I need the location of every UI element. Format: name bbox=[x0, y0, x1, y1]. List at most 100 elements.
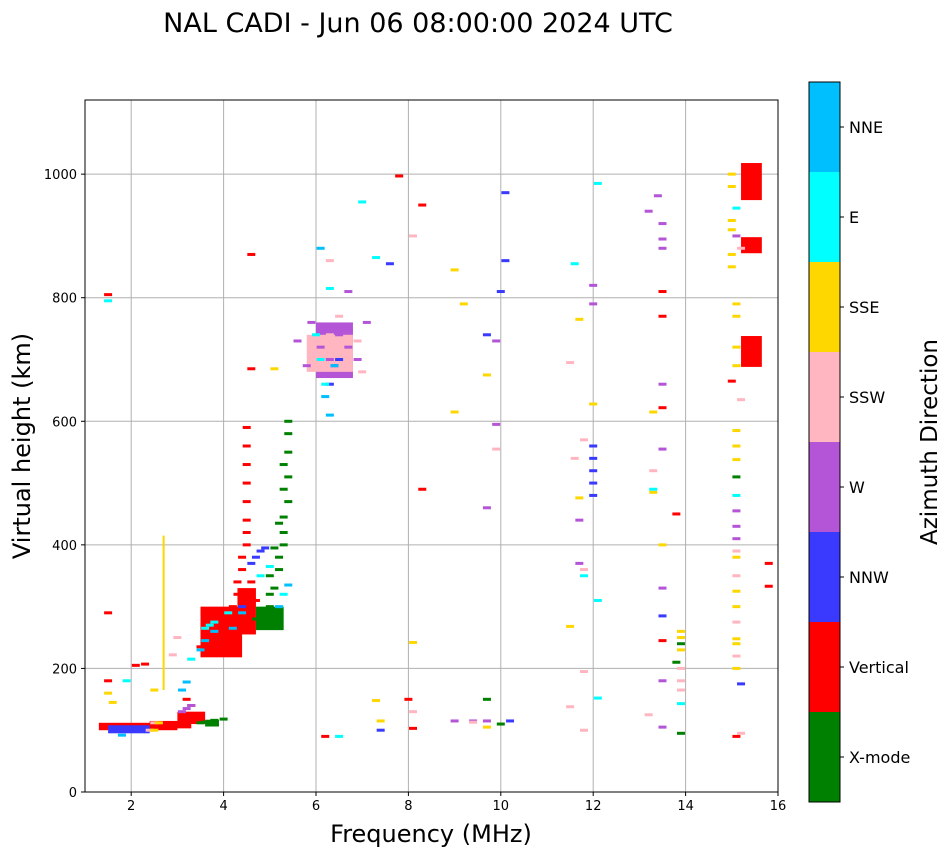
data-point-nnw bbox=[589, 493, 598, 497]
x-tick-label: 8 bbox=[404, 799, 412, 814]
data-point-w bbox=[658, 586, 667, 590]
data-point-ssw bbox=[316, 364, 325, 368]
data-point-ssw bbox=[409, 710, 418, 714]
data-point-w bbox=[482, 719, 491, 723]
data-point-vertical bbox=[141, 662, 150, 666]
data-point-sse bbox=[732, 444, 741, 448]
colorbar-label: NNW bbox=[849, 568, 889, 587]
data-point-e bbox=[649, 487, 658, 491]
data-point-vertical bbox=[727, 379, 736, 383]
data-point-ssw bbox=[649, 469, 658, 473]
data-point-w bbox=[302, 364, 311, 368]
data-point-sse bbox=[409, 640, 418, 644]
data-point-w bbox=[362, 320, 371, 324]
data-point-w bbox=[653, 194, 662, 198]
data-point-nnw bbox=[256, 549, 265, 553]
data-point-x-mode bbox=[284, 450, 293, 454]
data-point-x-mode bbox=[279, 463, 288, 467]
colorbar-label: W bbox=[849, 478, 865, 497]
data-point-sse bbox=[727, 185, 736, 188]
colorbar-swatch bbox=[809, 82, 840, 172]
data-point-w bbox=[325, 358, 334, 361]
colorbar-label: NNE bbox=[849, 118, 883, 137]
plot-frame bbox=[84, 99, 779, 793]
data-region-sse bbox=[162, 535, 165, 691]
y-tick-label: 0 bbox=[69, 786, 77, 801]
data-point-ssw bbox=[566, 361, 575, 365]
data-point-sse bbox=[459, 302, 468, 306]
data-point-e bbox=[279, 592, 288, 596]
data-point-x-mode bbox=[275, 568, 284, 572]
data-point-vertical bbox=[182, 697, 191, 701]
data-point-x-mode bbox=[261, 611, 270, 615]
data-point-nnw bbox=[247, 561, 256, 565]
data-point-nne bbox=[201, 639, 210, 643]
x-tick-label: 10 bbox=[493, 799, 510, 814]
data-point-nne bbox=[325, 413, 334, 417]
data-point-w bbox=[658, 679, 667, 683]
data-point-x-mode bbox=[279, 515, 288, 519]
data-point-vertical bbox=[233, 592, 242, 596]
data-point-nne bbox=[330, 364, 339, 368]
y-axis-ticks: 0 200 400 600 800 1000 bbox=[44, 168, 85, 801]
data-point-sse bbox=[727, 218, 736, 222]
data-point-sse bbox=[732, 555, 741, 559]
data-point-w bbox=[492, 422, 501, 426]
colorbar-label: E bbox=[849, 208, 859, 227]
data-point-vertical bbox=[224, 614, 233, 618]
data-point-sse bbox=[376, 719, 385, 723]
data-point-nnw bbox=[589, 456, 598, 460]
x-tick-label: 2 bbox=[127, 799, 135, 814]
data-point-ssw bbox=[145, 728, 154, 732]
colorbar-swatch bbox=[809, 442, 840, 532]
data-point-sse bbox=[372, 699, 381, 703]
data-point-sse bbox=[150, 688, 159, 692]
data-point-vertical bbox=[201, 649, 210, 653]
colorbar-swatch bbox=[809, 172, 840, 262]
data-point-x-mode bbox=[219, 717, 228, 721]
y-tick-label: 400 bbox=[52, 539, 77, 554]
data-point-sse bbox=[727, 265, 736, 269]
colorbar-title: Azimuth Direction bbox=[917, 339, 943, 545]
data-point-ssw bbox=[732, 549, 741, 553]
data-point-w bbox=[732, 537, 741, 541]
data-point-x-mode bbox=[496, 722, 505, 726]
data-point-ssw bbox=[676, 688, 685, 692]
data-point-e bbox=[210, 620, 219, 624]
data-point-sse bbox=[482, 725, 491, 729]
data-point-w bbox=[658, 246, 667, 250]
data-point-e bbox=[256, 574, 265, 578]
data-point-vertical bbox=[321, 734, 330, 738]
data-point-nne bbox=[316, 246, 325, 250]
data-point-nne bbox=[182, 680, 191, 684]
data-point-w bbox=[658, 382, 667, 386]
data-point-vertical bbox=[196, 645, 205, 649]
data-point-sse bbox=[108, 700, 117, 704]
data-point-vertical bbox=[764, 584, 773, 588]
x-tick-label: 14 bbox=[677, 799, 694, 814]
data-point-nnw bbox=[501, 259, 510, 263]
data-point-sse bbox=[566, 624, 575, 628]
data-point-e bbox=[335, 734, 344, 738]
data-point-e bbox=[570, 262, 579, 266]
colorbar-swatch bbox=[809, 712, 840, 802]
data-point-x-mode bbox=[270, 546, 279, 550]
data-point-sse bbox=[676, 648, 685, 652]
data-point-w bbox=[353, 358, 362, 361]
data-point-sse bbox=[154, 721, 163, 725]
data-point-w bbox=[658, 222, 667, 226]
data-point-e bbox=[593, 598, 602, 602]
data-point-e bbox=[122, 679, 131, 683]
plot-area bbox=[85, 100, 778, 792]
data-point-sse bbox=[727, 172, 736, 176]
data-point-x-mode bbox=[201, 720, 210, 724]
data-point-nne bbox=[238, 611, 247, 615]
data-point-nnw bbox=[496, 290, 505, 294]
colorbar-swatch bbox=[809, 532, 840, 622]
data-point-nne bbox=[117, 733, 126, 737]
colorbar-swatch bbox=[809, 352, 840, 442]
data-point-sse bbox=[676, 636, 685, 640]
y-axis-label: Virtual height (km) bbox=[8, 333, 36, 559]
data-point-vertical bbox=[224, 623, 233, 627]
